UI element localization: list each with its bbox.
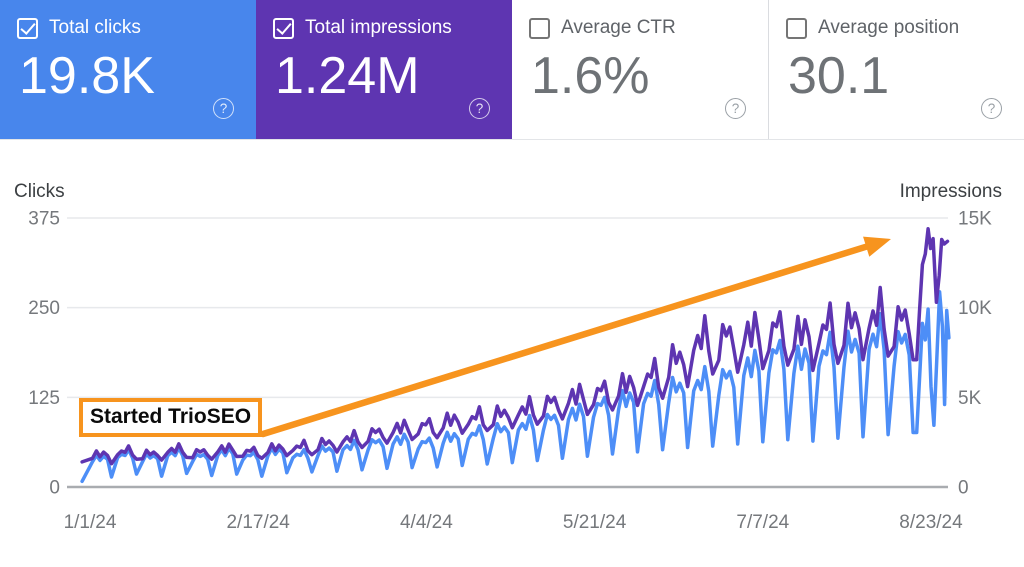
help-icon[interactable]: ?: [213, 98, 234, 119]
help-icon[interactable]: ?: [725, 98, 746, 119]
metric-card-value: 30.1: [788, 47, 890, 105]
y-axis-tick-left: 250: [28, 298, 60, 319]
left-axis-title: Clicks: [14, 181, 65, 202]
metric-card-label: Average position: [818, 17, 960, 38]
metric-card-total-impressions[interactable]: Total impressions 1.24M ?: [256, 0, 512, 139]
x-axis-tick: 8/23/24: [899, 512, 963, 533]
y-axis-tick-left: 375: [28, 209, 60, 230]
metric-card-header: Average CTR: [512, 0, 768, 39]
x-axis-tick: 4/4/24: [400, 512, 453, 533]
metric-card-label: Total impressions: [305, 17, 452, 38]
metric-card-average-ctr[interactable]: Average CTR 1.6% ?: [512, 0, 768, 139]
metric-card-value: 1.6%: [531, 47, 650, 105]
metric-card-label: Total clicks: [49, 17, 141, 38]
y-axis-tick-right: 5K: [958, 388, 982, 409]
x-axis-tick: 1/1/24: [64, 512, 117, 533]
right-axis-title: Impressions: [899, 181, 1002, 202]
annotation-arrow-shaft: [259, 241, 876, 438]
y-axis-tick-right: 15K: [958, 209, 992, 230]
checkbox-average-position[interactable]: [786, 17, 807, 39]
y-axis-tick-left: 0: [49, 478, 60, 499]
metric-card-header: Average position: [769, 0, 1024, 39]
checkbox-total-clicks[interactable]: [17, 17, 38, 39]
x-axis-tick: 5/21/24: [563, 512, 627, 533]
x-axis-tick: 2/17/24: [226, 512, 290, 533]
y-axis-tick-right: 0: [958, 478, 969, 499]
annotation-arrow-head: [863, 236, 891, 257]
x-axis-tick: 7/7/24: [736, 512, 789, 533]
help-icon[interactable]: ?: [469, 98, 490, 119]
metric-card-total-clicks[interactable]: Total clicks 19.8K ?: [0, 0, 256, 139]
metric-card-average-position[interactable]: Average position 30.1 ?: [768, 0, 1024, 139]
checkbox-total-impressions[interactable]: [273, 17, 294, 39]
help-icon[interactable]: ?: [981, 98, 1002, 119]
checkbox-average-ctr[interactable]: [529, 17, 550, 39]
metric-card-header: Total clicks: [0, 0, 256, 39]
metric-card-label: Average CTR: [561, 17, 676, 38]
metric-card-header: Total impressions: [256, 0, 512, 39]
metric-card-value: 1.24M: [275, 47, 420, 105]
metric-cards-row: Total clicks 19.8K ? Total impressions 1…: [0, 0, 1024, 140]
metric-card-value: 19.8K: [19, 47, 155, 105]
y-axis-tick-right: 10K: [958, 298, 992, 319]
y-axis-tick-left: 125: [28, 388, 60, 409]
series-line-clicks: [80, 290, 951, 484]
annotation-started-trioseo: Started TrioSEO: [79, 398, 263, 437]
series-line-impressions: [80, 227, 950, 466]
